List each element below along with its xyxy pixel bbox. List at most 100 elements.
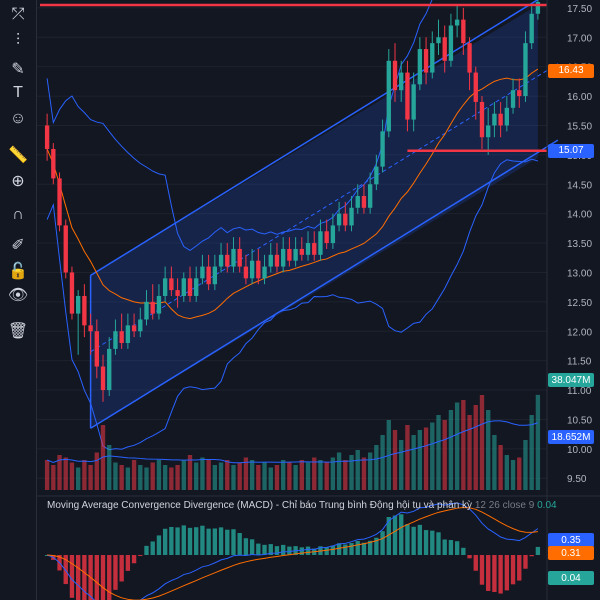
volume-bar	[63, 457, 68, 490]
macd-histogram-bar	[162, 528, 168, 555]
macd-histogram-bar	[150, 541, 155, 555]
lock-drawings-icon[interactable]: ✐	[11, 237, 25, 254]
candle-body	[305, 243, 311, 255]
trash-icon[interactable]: 🗑	[7, 323, 29, 340]
macd-histogram-bar	[492, 555, 497, 593]
candle-body	[243, 266, 249, 279]
price-tick-label: 17.00	[567, 33, 592, 44]
channel-lower-line	[90, 139, 559, 429]
brush-tool-icon[interactable]: ✎	[11, 61, 25, 78]
candle-body	[281, 248, 286, 267]
trendline-tool-icon[interactable]: ⤱	[11, 6, 25, 23]
candle-body	[231, 248, 236, 267]
candle-body	[51, 148, 56, 179]
macd-indicator-title[interactable]: Moving Average Convergence Divergence (M…	[47, 500, 557, 511]
volume-bar	[380, 435, 385, 490]
volume-bar	[75, 467, 81, 490]
unlock-icon[interactable]: 🔓	[8, 263, 28, 280]
emoji-tool-icon[interactable]: ☺	[9, 110, 27, 127]
candle-body	[100, 366, 106, 391]
candle-body	[131, 325, 137, 332]
volume-bar	[467, 415, 472, 490]
volume-bar	[423, 427, 429, 490]
price-tick-label: 16.00	[567, 92, 592, 103]
macd-histogram-bar	[138, 555, 143, 556]
macd-hist-value: 0.04	[537, 500, 557, 511]
volume-bar	[535, 394, 541, 490]
volume-bar	[343, 460, 348, 490]
candle-body	[392, 60, 398, 91]
macd-histogram-bar	[380, 531, 385, 555]
candle-body	[299, 248, 304, 255]
macd-histogram-bar	[113, 555, 118, 590]
candle-body	[181, 278, 186, 296]
volume-bar	[150, 462, 155, 490]
volume-bar	[262, 462, 267, 490]
volume-bar	[504, 455, 510, 490]
price-high-badge: 16.43	[548, 63, 594, 78]
volume-ma-line	[46, 420, 539, 464]
candle-body	[293, 248, 298, 261]
candle-body	[162, 278, 168, 296]
candle-body	[82, 295, 87, 326]
magnet-icon[interactable]: ∩	[12, 206, 24, 223]
candle-body	[237, 248, 242, 267]
candle-body	[225, 254, 230, 267]
price-chart[interactable]: 17.5017.0016.5016.0015.5015.0014.5014.00…	[37, 0, 600, 600]
volume-bar	[392, 430, 398, 490]
macd-histogram-bar	[274, 546, 280, 555]
volume-bar	[94, 452, 99, 490]
candle-body	[355, 196, 360, 208]
candle-body	[448, 25, 454, 61]
volume-bar	[206, 460, 211, 490]
macd-histogram-bar	[156, 535, 162, 555]
candle-body	[492, 113, 497, 126]
volume-bar	[88, 465, 93, 490]
macd-histogram-bar	[194, 527, 199, 555]
eye-icon[interactable]: 👁	[7, 287, 29, 304]
candle-body	[517, 90, 522, 97]
macd-histogram-bar	[473, 555, 478, 571]
volume-bar	[436, 415, 441, 490]
macd-histogram-bar	[517, 555, 522, 581]
candle-body	[268, 254, 273, 267]
candle-body	[535, 2, 541, 14]
volume-bar	[256, 465, 261, 490]
volume-bar	[162, 465, 168, 490]
volume-bar	[305, 462, 311, 490]
channel-fill	[90, 4, 538, 429]
volume-bar	[281, 460, 286, 490]
macd-histogram-bar	[107, 555, 112, 600]
volume-bar	[144, 467, 149, 490]
volume-bar	[461, 400, 466, 490]
volume-bar	[156, 460, 162, 490]
zoom-in-icon[interactable]: ⊕	[11, 173, 25, 190]
candle-body	[88, 325, 93, 332]
text-tool-icon[interactable]: T	[13, 84, 23, 101]
volume-bar	[442, 420, 447, 490]
candle-body	[380, 131, 385, 167]
volume-bar	[138, 465, 143, 490]
macd-line	[46, 502, 539, 600]
macd-histogram-bar	[324, 547, 329, 555]
candle-body	[417, 49, 423, 85]
candle-body	[125, 325, 131, 344]
volume-bar	[268, 467, 273, 490]
candle-body	[194, 278, 199, 296]
macd-histogram-bar	[82, 555, 87, 600]
volume-bar	[361, 457, 367, 490]
macd-histogram-bar	[399, 514, 404, 555]
macd-histogram-bar	[181, 525, 186, 555]
macd-histogram-bar	[63, 555, 68, 585]
parallel-channel-tool-icon[interactable]: ⫶	[15, 32, 20, 49]
volume-bar	[517, 457, 522, 490]
candle-body	[63, 225, 68, 273]
macd-histogram-bar	[100, 555, 106, 600]
volume-bar	[169, 467, 174, 490]
ruler-tool-icon[interactable]: 📏	[8, 147, 28, 164]
candle-body	[361, 196, 367, 208]
volume-badge: 38.047M	[548, 373, 594, 387]
macd-histogram-bar	[442, 539, 447, 555]
macd-histogram-bar	[175, 527, 180, 555]
candle-body	[75, 295, 81, 314]
